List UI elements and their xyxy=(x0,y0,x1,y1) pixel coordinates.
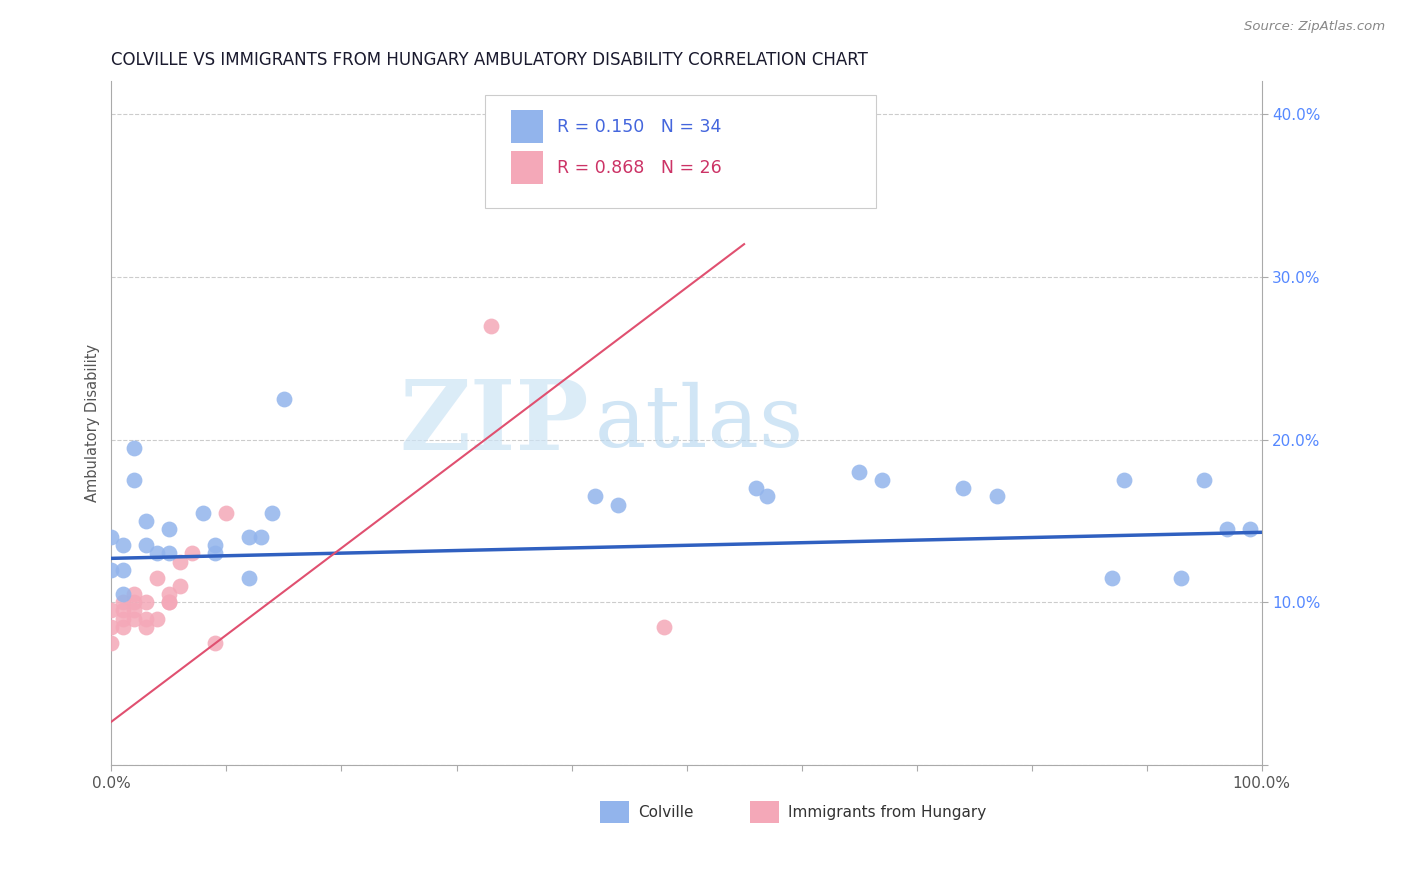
Point xyxy=(111,603,134,617)
Point xyxy=(124,441,146,455)
Text: ZIP: ZIP xyxy=(399,376,589,470)
Point xyxy=(100,620,122,634)
Point xyxy=(1112,473,1135,487)
Point xyxy=(157,587,180,601)
Y-axis label: Ambulatory Disability: Ambulatory Disability xyxy=(86,344,100,502)
Point xyxy=(157,595,180,609)
Point xyxy=(135,538,157,552)
Point xyxy=(111,595,134,609)
Point xyxy=(986,490,1008,504)
Point xyxy=(1194,473,1216,487)
Point xyxy=(262,506,284,520)
Point xyxy=(111,611,134,625)
FancyBboxPatch shape xyxy=(485,95,876,208)
Point xyxy=(135,595,157,609)
Point xyxy=(848,465,870,479)
Point xyxy=(124,611,146,625)
Point xyxy=(169,579,191,593)
Point xyxy=(135,611,157,625)
Point xyxy=(1239,522,1261,536)
Text: Source: ZipAtlas.com: Source: ZipAtlas.com xyxy=(1244,20,1385,33)
Point xyxy=(1216,522,1239,536)
Point xyxy=(111,587,134,601)
Point xyxy=(238,530,260,544)
Point xyxy=(193,506,215,520)
Text: R = 0.868   N = 26: R = 0.868 N = 26 xyxy=(557,159,721,178)
Point xyxy=(238,571,260,585)
FancyBboxPatch shape xyxy=(749,801,779,823)
Point xyxy=(146,546,169,560)
FancyBboxPatch shape xyxy=(510,110,543,143)
Point xyxy=(273,392,295,406)
Text: Colville: Colville xyxy=(638,805,693,820)
Point xyxy=(124,587,146,601)
Point xyxy=(100,563,122,577)
Point xyxy=(756,490,779,504)
Point xyxy=(606,498,628,512)
Point xyxy=(479,318,502,333)
Point xyxy=(135,514,157,528)
Point xyxy=(111,620,134,634)
Point xyxy=(204,636,226,650)
Point xyxy=(100,530,122,544)
Point xyxy=(100,603,122,617)
Point xyxy=(157,546,180,560)
Point xyxy=(215,506,238,520)
Point xyxy=(744,481,766,495)
Point xyxy=(146,571,169,585)
Point xyxy=(146,611,169,625)
Point xyxy=(169,555,191,569)
Point xyxy=(124,473,146,487)
Point xyxy=(204,546,226,560)
Point xyxy=(583,490,606,504)
Point xyxy=(157,522,180,536)
Point xyxy=(250,530,273,544)
Point xyxy=(135,620,157,634)
FancyBboxPatch shape xyxy=(510,151,543,184)
Point xyxy=(157,595,180,609)
Point xyxy=(181,546,204,560)
Point xyxy=(204,538,226,552)
Text: atlas: atlas xyxy=(595,382,804,465)
Point xyxy=(100,636,122,650)
Point xyxy=(111,563,134,577)
Point xyxy=(870,473,893,487)
Point xyxy=(124,603,146,617)
Text: COLVILLE VS IMMIGRANTS FROM HUNGARY AMBULATORY DISABILITY CORRELATION CHART: COLVILLE VS IMMIGRANTS FROM HUNGARY AMBU… xyxy=(111,51,869,69)
Point xyxy=(652,620,675,634)
Point xyxy=(1170,571,1192,585)
Point xyxy=(1101,571,1123,585)
Point xyxy=(111,538,134,552)
Text: R = 0.150   N = 34: R = 0.150 N = 34 xyxy=(557,118,721,136)
Text: Immigrants from Hungary: Immigrants from Hungary xyxy=(787,805,986,820)
Point xyxy=(124,595,146,609)
FancyBboxPatch shape xyxy=(600,801,628,823)
Point xyxy=(952,481,974,495)
